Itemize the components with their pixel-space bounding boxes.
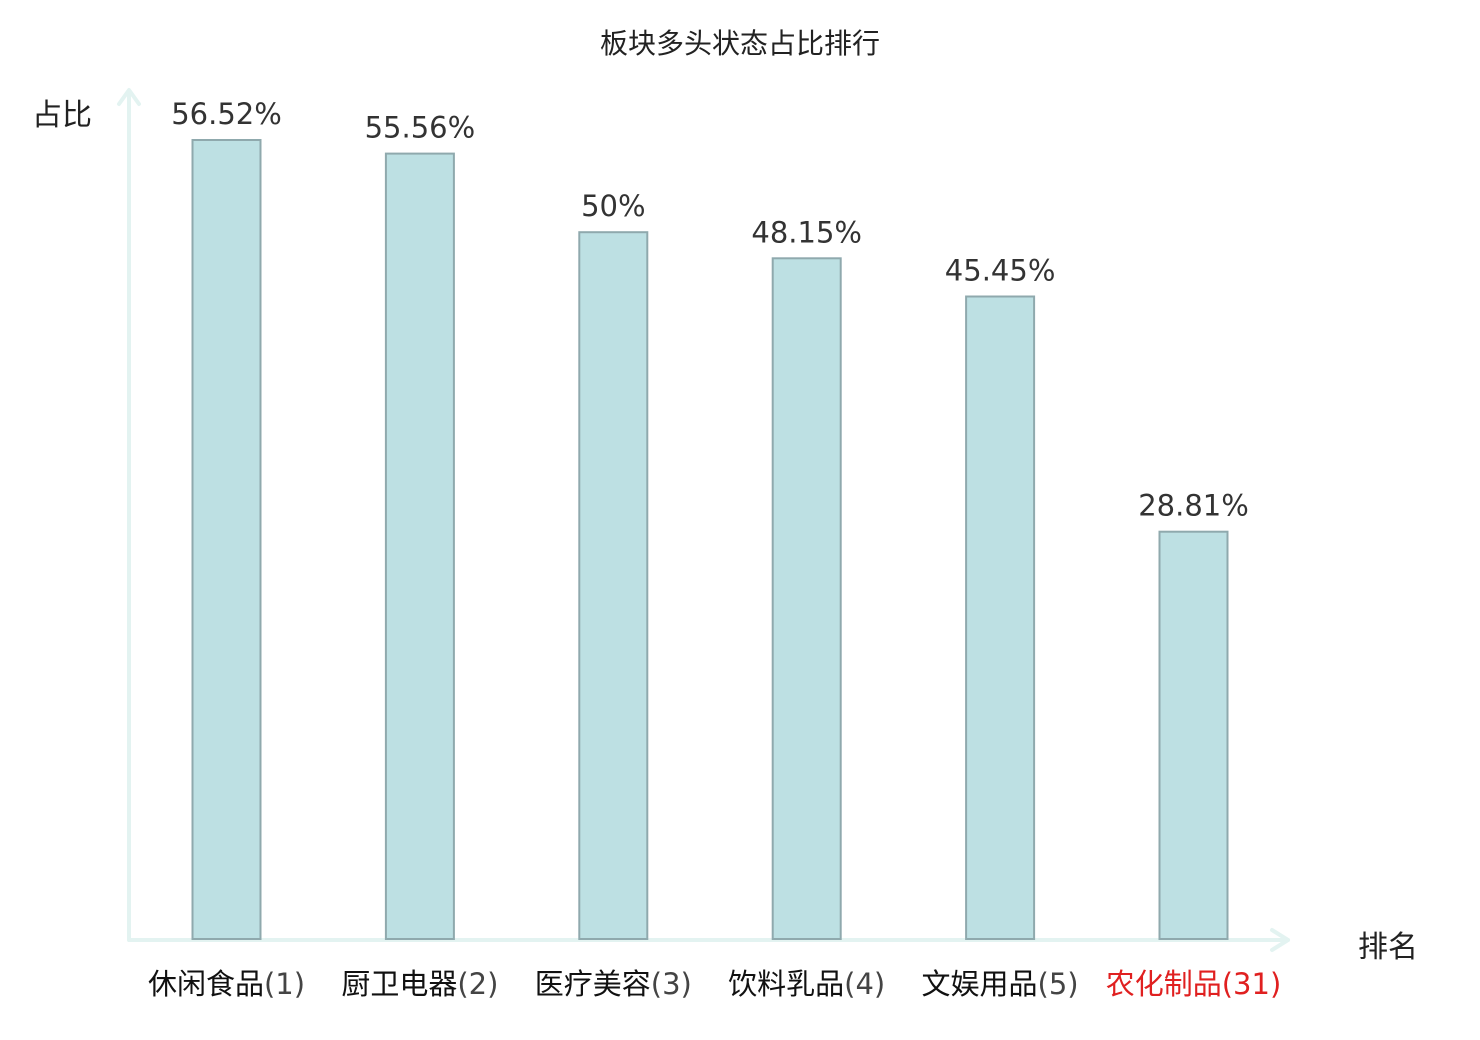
value-labels: 56.52% 55.56% 50% 48.15% 45.45% 28.81% [171,97,1249,523]
category-name-4: 饮料乳品 [728,967,844,1001]
category-label-2: 厨卫电器(2) [341,967,498,1001]
category-name-6: 农化制品 [1106,967,1222,1001]
category-rank-2: (2) [457,967,498,1001]
category-name-2: 厨卫电器 [341,967,457,1001]
bar-value-label-3: 50% [581,189,645,223]
x-axis-arrow [1270,928,1290,952]
category-rank-4: (4) [844,967,885,1001]
bar-value-label-1: 56.52% [171,97,282,131]
chart-title: 板块多头状态占比排行 [599,27,880,60]
y-axis-label: 占比 [32,98,92,133]
bar-value-label-6: 28.81% [1138,489,1249,523]
category-name-1: 休闲食品 [148,967,264,1001]
category-rank-3: (3) [651,967,692,1001]
y-axis-arrow [117,88,141,106]
category-rank-5: (5) [1038,967,1079,1001]
bar-1 [191,139,262,940]
x-axis-label: 排名 [1358,930,1418,965]
category-name-5: 文娱用品 [922,967,1038,1001]
category-label-3: 医疗美容(3) [535,967,692,1001]
bar-2 [384,152,455,941]
bar-value-label-2: 55.56% [365,111,476,145]
category-label-1: 休闲食品(1) [148,967,305,1001]
category-rank-1: (1) [264,967,305,1001]
bar-5 [965,295,1036,940]
bar-value-label-5: 45.45% [945,254,1056,288]
category-name-3: 医疗美容 [535,967,651,1001]
bar-6 [1158,530,1229,940]
category-label-5: 文娱用品(5) [922,967,1079,1001]
bar-value-label-4: 48.15% [751,215,862,249]
category-label-4: 饮料乳品(4) [728,967,885,1001]
category-rank-6: (31) [1222,967,1282,1001]
category-label-6: 农化制品(31) [1106,967,1282,1001]
bar-3 [578,231,649,940]
bar-series [191,139,1229,941]
chart-axes [117,88,1290,952]
category-labels: 休闲食品(1) 厨卫电器(2) 医疗美容(3) 饮料乳品(4) 文娱用品(5) 农化制品(… [148,967,1281,1001]
bar-4 [771,257,842,940]
